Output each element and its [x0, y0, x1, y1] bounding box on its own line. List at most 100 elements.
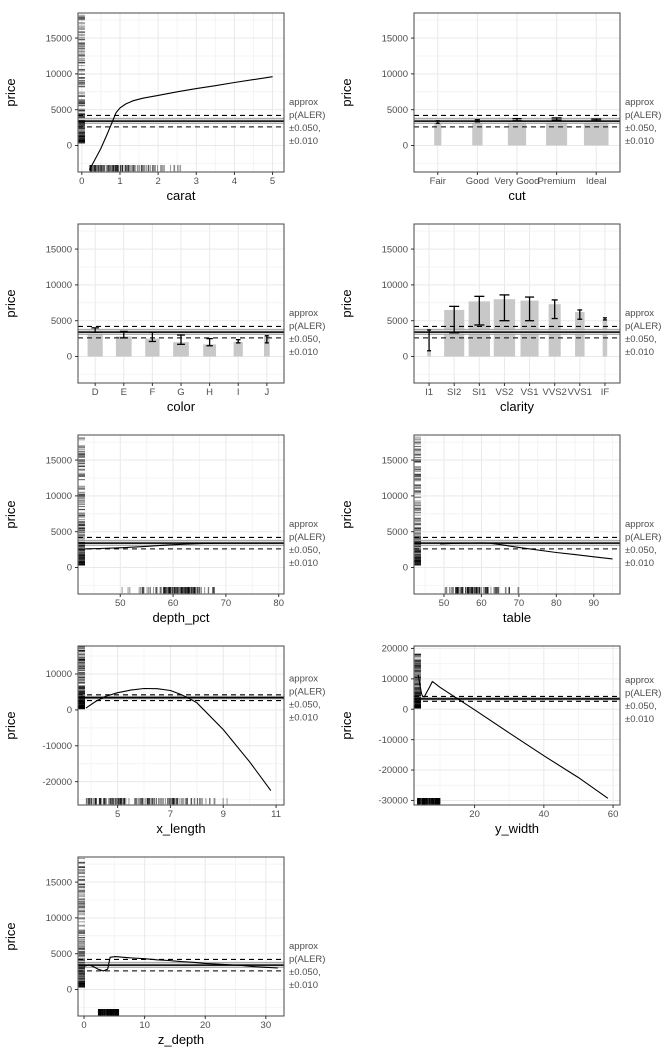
y-tick-label: 15000 — [382, 455, 408, 466]
bar-Ideal — [583, 120, 609, 146]
rug-left — [414, 653, 421, 709]
x-tick-label: 20 — [469, 809, 480, 820]
aler-annotation: approx p(ALER) ±0.050, ±0.010 — [289, 308, 325, 358]
y-tick-label: 0 — [403, 704, 408, 715]
aler-band — [78, 694, 284, 702]
annotation-line: p(ALER) — [289, 954, 325, 965]
bar-VS2 — [493, 299, 516, 357]
y-tick-label: 5000 — [51, 105, 72, 116]
bar-Very Good — [507, 119, 527, 146]
panel-background — [78, 435, 284, 594]
plot-cut: Fair Good Very Good Premium Ideal 0 5000 10000 1… — [336, 0, 672, 211]
x-tick-label: Ideal — [586, 176, 607, 187]
chart-svg-x_length: 5 7 9 11 -20000 -10000 0 10000 x_length price appr… — [3, 645, 325, 836]
annotation-line: approx — [289, 97, 318, 108]
x-tick-label: 50 — [439, 598, 450, 609]
x-tick-label: VVS2 — [543, 387, 567, 398]
grid-major — [78, 646, 284, 805]
chart-svg-y_width: 20 40 60 -30000 -20000 -10000 0 10000 20000 y_wid… — [339, 644, 661, 836]
annotation-line: ±0.010 — [625, 558, 654, 569]
annotation-line: ±0.010 — [625, 136, 654, 147]
x-tick-label: Very Good — [495, 176, 540, 187]
aler-band — [78, 114, 284, 128]
annotation-line: ±0.050, — [289, 123, 321, 134]
effect-curve — [83, 542, 279, 550]
annotation-line: p(ALER) — [289, 321, 325, 332]
y-tick-label: 10000 — [382, 69, 408, 80]
rug-left — [78, 14, 85, 144]
aler-annotation: approx p(ALER) ±0.050, ±0.010 — [625, 97, 661, 147]
annotation-line: p(ALER) — [289, 110, 325, 121]
panel-border — [413, 434, 621, 595]
panel-background — [78, 857, 284, 1016]
y-axis-title: price — [339, 289, 354, 317]
aler-band — [78, 958, 284, 972]
y-tick-label: 10000 — [46, 280, 72, 291]
x-tick-label: Premium — [538, 176, 576, 187]
plot-color: D E F G H I J 0 5000 10000 15000 color price approx p(… — [0, 211, 336, 422]
panel-background — [414, 224, 620, 383]
annotation-line: p(ALER) — [625, 688, 661, 699]
aler-annotation: approx p(ALER) ±0.050, ±0.010 — [289, 674, 325, 724]
annotation-line: approx — [289, 941, 318, 952]
y-tick-label: 0 — [67, 141, 72, 152]
x-tick-label: 11 — [271, 809, 281, 820]
annotation-line: p(ALER) — [289, 687, 325, 698]
bar-I — [233, 341, 243, 357]
x-axis-title: table — [503, 610, 531, 625]
y-tick-label: 0 — [67, 563, 72, 574]
y-tick-label: 20000 — [382, 644, 408, 655]
grid-major — [78, 13, 284, 172]
panel-border — [77, 645, 285, 806]
x-tick-label: VS2 — [495, 387, 513, 398]
annotation-line: ±0.050, — [289, 334, 321, 345]
x-axis-title: cut — [508, 188, 526, 203]
y-tick-label: 15000 — [46, 455, 72, 466]
x-tick-label: J — [264, 387, 269, 398]
plot-x_length: 5 7 9 11 -20000 -10000 0 10000 x_length price appr… — [0, 633, 336, 844]
rug-bottom — [85, 798, 228, 805]
plot-y_width: 20 40 60 -30000 -20000 -10000 0 10000 20000 y_wid… — [336, 633, 672, 844]
x-axis-title: carat — [167, 188, 196, 203]
annotation-line: approx — [625, 308, 654, 319]
grid-major — [414, 435, 620, 594]
x-tick-label: 70 — [221, 598, 232, 609]
x-axis-title: clarity — [500, 399, 534, 414]
bar-Premium — [546, 119, 568, 146]
panel-background — [414, 646, 620, 805]
grid-minor — [78, 13, 284, 172]
annotation-line: ±0.050, — [289, 967, 321, 978]
x-tick-label: 7 — [168, 809, 173, 820]
x-tick-label: 0 — [79, 176, 84, 187]
chart-svg-depth_pct: 50 60 70 80 0 5000 10000 15000 depth_pct price app… — [3, 434, 325, 625]
grid-minor — [414, 646, 620, 805]
axes: 0 10 20 30 0 5000 10000 15000 — [46, 877, 272, 1031]
y-axis-title: price — [3, 289, 18, 317]
y-tick-label: 5000 — [51, 316, 72, 327]
bars — [87, 330, 270, 357]
y-tick-label: 0 — [67, 985, 72, 996]
x-tick-label: 50 — [115, 598, 126, 609]
y-tick-label: 5000 — [51, 527, 72, 538]
axes: 50 60 70 80 90 0 5000 10000 15000 — [382, 455, 599, 609]
y-tick-label: -20000 — [42, 777, 72, 788]
plot-table: 50 60 70 80 90 0 5000 10000 15000 table price appro… — [336, 422, 672, 633]
y-axis-title: price — [3, 711, 18, 739]
x-tick-label: Fair — [430, 176, 446, 187]
y-tick-label: 10000 — [382, 280, 408, 291]
x-axis-title: z_depth — [158, 1032, 204, 1047]
aler-annotation: approx p(ALER) ±0.050, ±0.010 — [289, 519, 325, 569]
y-tick-label: 10000 — [46, 913, 72, 924]
y-axis-title: price — [3, 922, 18, 950]
x-tick-label: 5 — [270, 176, 275, 187]
rug-left — [78, 437, 85, 566]
bar-Fair — [434, 122, 442, 146]
x-tick-label: VS1 — [521, 387, 539, 398]
y-tick-label: 10000 — [382, 491, 408, 502]
annotation-line: approx — [289, 519, 318, 530]
x-tick-label: 10 — [139, 1020, 150, 1031]
y-tick-label: 15000 — [46, 33, 72, 44]
effect-curve — [88, 76, 273, 171]
x-tick-label: I1 — [425, 387, 433, 398]
rug-bottom — [89, 165, 182, 172]
